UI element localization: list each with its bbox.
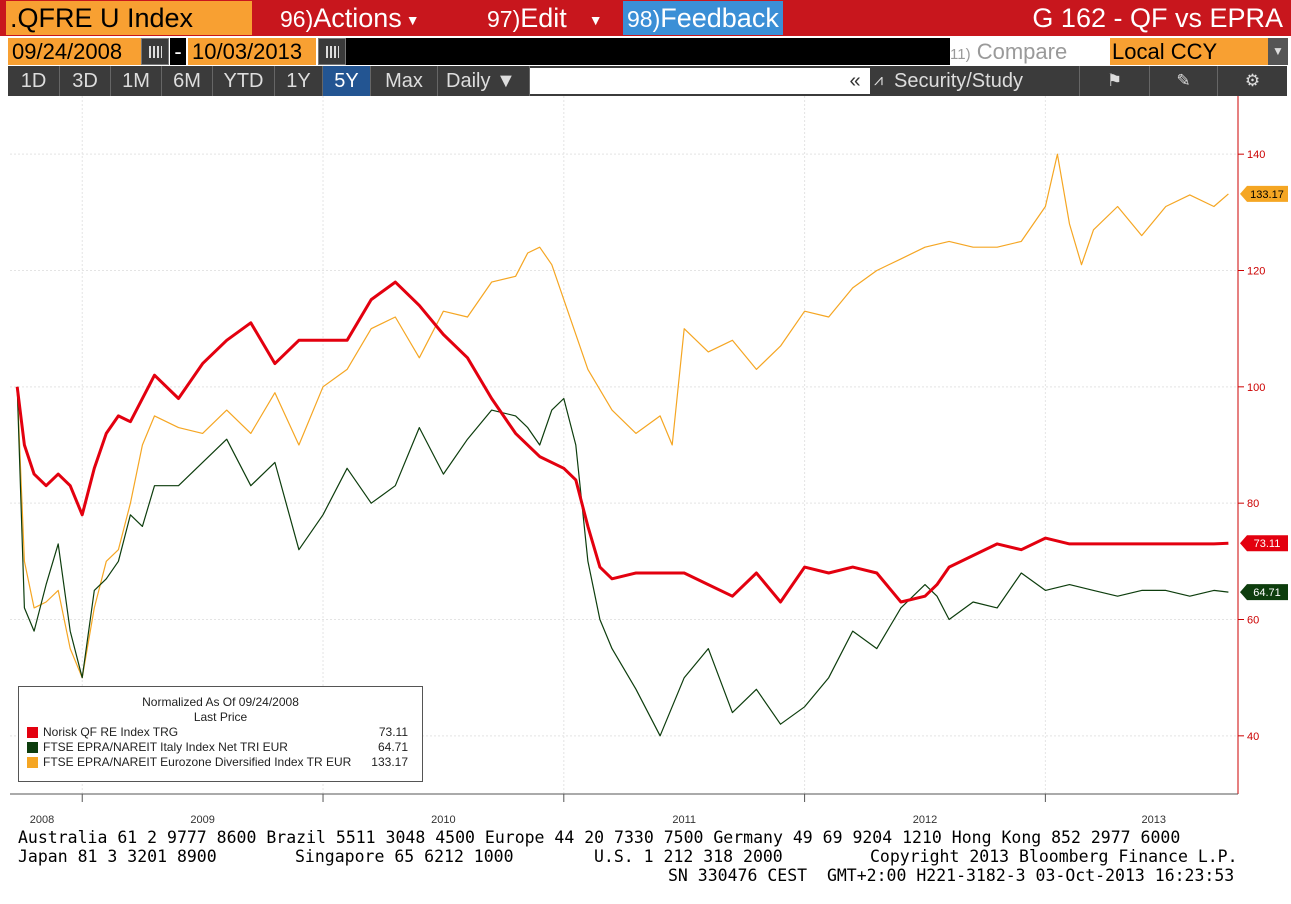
feedback-number: 98)	[627, 6, 661, 32]
legend-swatch	[27, 757, 38, 768]
spacer	[346, 38, 950, 65]
gear-icon[interactable]: ⚙	[1244, 71, 1261, 90]
edit-menu-number: 97)	[487, 6, 521, 32]
start-calendar-icon[interactable]	[141, 38, 169, 65]
edit-pen-icon[interactable]: ✎	[1150, 66, 1218, 96]
compare-number: 11)	[950, 46, 971, 63]
last-value-flag	[1240, 535, 1288, 552]
y-tick-label: 120	[1247, 266, 1265, 278]
y-tick-label: 60	[1247, 615, 1259, 627]
date-range-bar: 09/24/2008 - 10/03/2013 11) Compare Loca…	[0, 36, 1291, 66]
last-value-flag	[1240, 185, 1288, 202]
legend-value: 133.17	[371, 755, 408, 769]
footer-line-3: SN 330476 CEST GMT+2:00 H221-3182-3 03-O…	[668, 866, 1235, 885]
chevron-down-icon: ▼	[405, 11, 420, 28]
toolbar-input[interactable]	[530, 68, 870, 94]
tab-ytd[interactable]: YTD	[213, 66, 275, 96]
top-bar: .QFRE U Index 96)Actions ▼ 97)Edit ▼ 98)Fe…	[0, 0, 1291, 36]
y-tick-label: 80	[1247, 498, 1259, 510]
security-study-button[interactable]: ⩘ Security/Study	[870, 66, 1080, 96]
actions-menu-number: 96)	[280, 6, 314, 32]
footer: Australia 61 2 9777 8600 Brazil 5511 304…	[0, 828, 1291, 904]
page-title: G 162 - QF vs EPRA	[1032, 3, 1283, 33]
series-line	[15, 280, 1229, 604]
footer-us: U.S. 1 212 318 2000	[594, 847, 783, 866]
compare-button[interactable]: 11) Compare	[950, 38, 1110, 65]
x-tick-label: 2013	[1141, 814, 1165, 826]
x-tick-label: 2011	[672, 814, 696, 826]
tab-5y[interactable]: 5Y	[323, 66, 371, 96]
legend-label: FTSE EPRA/NAREIT Italy Index Net TRI EUR	[43, 740, 288, 754]
end-calendar-icon[interactable]	[318, 38, 346, 65]
tab-3d[interactable]: 3D	[60, 66, 111, 96]
tab-1d[interactable]: 1D	[8, 66, 60, 96]
currency-select[interactable]: Local CCY	[1110, 38, 1268, 65]
edit-menu-label: Edit	[520, 3, 567, 33]
legend-item: FTSE EPRA/NAREIT Italy Index Net TRI EUR…	[19, 740, 422, 755]
legend-header: Normalized As Of 09/24/2008	[142, 695, 299, 709]
y-tick-label: 40	[1247, 731, 1259, 743]
price-chart: 40 60 80 100 120 140 2008 2009 2010 2011 2012 2013 1…	[10, 96, 1288, 826]
edit-menu[interactable]: 97)Edit ▼	[487, 1, 603, 35]
feedback-label: Feedback	[660, 3, 779, 33]
legend-item: FTSE EPRA/NAREIT Eurozone Diversified In…	[19, 755, 422, 770]
toolbar: 1D 3D 1M 6M YTD 1Y 5Y Max Daily ▼ « ⩘ Se…	[8, 66, 1287, 96]
legend-subheader: Last Price	[193, 710, 248, 724]
legend-label: Norisk QF RE Index TRG	[43, 725, 179, 739]
x-tick-label: 2010	[431, 814, 455, 826]
ticker-field[interactable]: .QFRE U Index	[6, 1, 252, 35]
date-separator: -	[170, 38, 186, 65]
footer-singapore: Singapore 65 6212 1000	[295, 847, 514, 866]
last-value-label: 64.71	[1253, 587, 1281, 599]
last-value-flag	[1240, 584, 1288, 601]
collapse-icon[interactable]: «	[849, 70, 861, 92]
feedback-button[interactable]: 98)Feedback	[623, 1, 783, 35]
y-tick-label: 100	[1247, 382, 1265, 394]
end-date-field[interactable]: 10/03/2013	[188, 38, 316, 65]
legend-swatch	[27, 742, 38, 753]
actions-menu[interactable]: 96)Actions ▼	[280, 1, 420, 35]
security-study-label: Security/Study	[894, 70, 1023, 92]
series-line	[16, 153, 1229, 679]
frequency-select[interactable]: Daily ▼	[438, 66, 530, 96]
legend-value: 73.11	[378, 725, 408, 739]
chart-study-icon: ⩘	[874, 72, 884, 89]
y-tick-label: 140	[1247, 149, 1265, 161]
chevron-down-icon: ▼	[588, 11, 603, 28]
tab-1m[interactable]: 1M	[111, 66, 162, 96]
last-value-label: 73.11	[1254, 538, 1281, 550]
series-line	[16, 386, 1229, 737]
x-tick-label: 2012	[913, 814, 937, 826]
annotation-icon[interactable]: ⚑	[1080, 66, 1150, 96]
legend-item: Norisk QF RE Index TRG 73.11	[19, 725, 422, 740]
tab-max[interactable]: Max	[371, 66, 438, 96]
chart-legend: Normalized As Of 09/24/2008 Last Price N…	[18, 686, 423, 782]
x-tick-label: 2008	[30, 814, 54, 826]
footer-copyright: Copyright 2013 Bloomberg Finance L.P.	[870, 847, 1238, 866]
tab-1y[interactable]: 1Y	[275, 66, 323, 96]
legend-swatch	[27, 727, 38, 738]
currency-dropdown-icon[interactable]: ▼	[1268, 38, 1288, 65]
legend-value: 64.71	[377, 740, 408, 754]
compare-label: Compare	[976, 39, 1068, 64]
footer-line-1: Australia 61 2 9777 8600 Brazil 5511 304…	[18, 828, 1181, 847]
legend-label: FTSE EPRA/NAREIT Eurozone Diversified In…	[43, 755, 352, 769]
tab-6m[interactable]: 6M	[162, 66, 213, 96]
start-date-field[interactable]: 09/24/2008	[8, 38, 141, 65]
footer-japan: Japan 81 3 3201 8900	[18, 847, 217, 866]
actions-menu-label: Actions	[313, 3, 402, 33]
x-tick-label: 2009	[190, 814, 214, 826]
last-value-label: 133.17	[1250, 189, 1284, 201]
